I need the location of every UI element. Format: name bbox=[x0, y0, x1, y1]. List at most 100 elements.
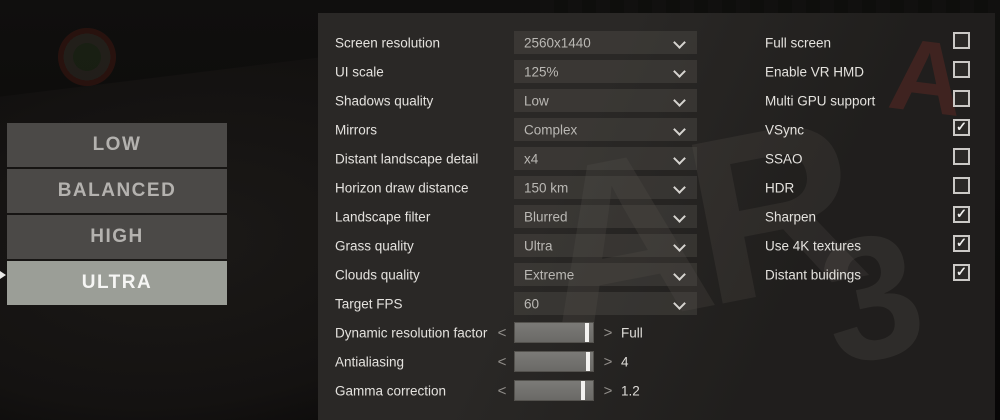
row-distant-buidings: Distant buidings ✓ bbox=[318, 260, 995, 289]
dropdown-value: 60 bbox=[524, 296, 540, 311]
dropdown-value: Low bbox=[524, 93, 549, 108]
full-screen-checkbox[interactable] bbox=[953, 32, 970, 49]
landscape-filter-dropdown[interactable]: Blurred bbox=[514, 205, 697, 228]
preset-ultra-button[interactable]: ULTRA bbox=[7, 261, 227, 305]
slider-handle[interactable] bbox=[581, 381, 585, 400]
checkmark-icon: ✓ bbox=[956, 206, 967, 221]
setting-label: Full screen bbox=[765, 35, 832, 50]
dropdown-value: Ultra bbox=[524, 238, 553, 253]
slider-decrease-icon[interactable]: < bbox=[497, 324, 507, 341]
dropdown-value: 2560x1440 bbox=[524, 35, 591, 50]
setting-label: Gamma correction bbox=[335, 383, 447, 398]
setting-label: SSAO bbox=[765, 151, 803, 166]
preset-balanced-button[interactable]: BALANCED bbox=[7, 169, 227, 213]
grass-quality-dropdown[interactable]: Ultra bbox=[514, 234, 697, 257]
row-distant-landscape-detail: Distant landscape detail x4 bbox=[318, 144, 995, 173]
row-sharpen: Sharpen ✓ bbox=[318, 202, 995, 231]
hdr-checkbox[interactable] bbox=[953, 177, 970, 194]
row-enable-vr-hmd: Enable VR HMD bbox=[318, 57, 995, 86]
row-multi-gpu-support: Multi GPU support bbox=[318, 86, 995, 115]
slider-decrease-icon[interactable]: < bbox=[497, 382, 507, 399]
setting-label: Clouds quality bbox=[335, 267, 420, 282]
setting-label: Grass quality bbox=[335, 238, 414, 253]
mouse-cursor bbox=[0, 271, 6, 279]
settings-panel: AR 3 A Screen resolution 2560x1440 UI sc… bbox=[318, 13, 995, 420]
slider-value: Full bbox=[621, 325, 643, 340]
mirrors-dropdown[interactable]: Complex bbox=[514, 118, 697, 141]
setting-label: Target FPS bbox=[335, 296, 403, 311]
slider-increase-icon[interactable]: > bbox=[603, 324, 613, 341]
row-dynamic-resolution-factor: Dynamic resolution factor < > Full bbox=[318, 318, 995, 347]
row-target-fps: Target FPS 60 bbox=[318, 289, 995, 318]
enable-vr-hmd-checkbox[interactable] bbox=[953, 61, 970, 78]
dropdown-value: Blurred bbox=[524, 209, 568, 224]
setting-label: Dynamic resolution factor bbox=[335, 325, 488, 340]
ssao-checkbox[interactable] bbox=[953, 148, 970, 165]
preset-high-button[interactable]: HIGH bbox=[7, 215, 227, 259]
multi-gpu-support-checkbox[interactable] bbox=[953, 90, 970, 107]
slider-value: 1.2 bbox=[621, 383, 640, 398]
sharpen-checkbox[interactable]: ✓ bbox=[953, 206, 970, 223]
row-ui-scale: UI scale 125% bbox=[318, 57, 995, 86]
setting-label: Mirrors bbox=[335, 122, 377, 137]
gamma-correction-slider[interactable] bbox=[515, 381, 593, 400]
distant-buidings-checkbox[interactable]: ✓ bbox=[953, 264, 970, 281]
checkmark-icon: ✓ bbox=[956, 119, 967, 134]
preset-list: LOW BALANCED HIGH ULTRA bbox=[7, 123, 227, 307]
setting-label: Distant landscape detail bbox=[335, 151, 479, 166]
slider-decrease-icon[interactable]: < bbox=[497, 353, 507, 370]
dynamic-resolution-slider[interactable] bbox=[515, 323, 593, 342]
setting-label: UI scale bbox=[335, 64, 384, 79]
row-mirrors: Mirrors Complex bbox=[318, 115, 995, 144]
row-gamma-correction: Gamma correction < > 1.2 bbox=[318, 376, 995, 405]
vsync-checkbox[interactable]: ✓ bbox=[953, 119, 970, 136]
row-ssao: SSAO bbox=[318, 144, 995, 173]
dropdown-value: Extreme bbox=[524, 267, 575, 282]
slider-increase-icon[interactable]: > bbox=[603, 382, 613, 399]
dropdown-value: Complex bbox=[524, 122, 578, 137]
slider-increase-icon[interactable]: > bbox=[603, 353, 613, 370]
row-screen-resolution: Screen resolution 2560x1440 bbox=[318, 28, 995, 57]
slider-handle[interactable] bbox=[586, 352, 590, 371]
dropdown-value: 150 km bbox=[524, 180, 569, 195]
chevron-down-icon bbox=[674, 299, 685, 308]
setting-label: Sharpen bbox=[765, 209, 817, 224]
row-full-screen: Full screen bbox=[318, 28, 995, 57]
row-clouds-quality: Clouds quality Extreme bbox=[318, 260, 995, 289]
setting-label: Multi GPU support bbox=[765, 93, 876, 108]
row-antialiasing: Antialiasing < > 4 bbox=[318, 347, 995, 376]
checkmark-icon: ✓ bbox=[956, 264, 967, 279]
dropdown-value: 125% bbox=[524, 64, 559, 79]
aircraft-roundel bbox=[58, 28, 116, 86]
preset-low-button[interactable]: LOW bbox=[7, 123, 227, 167]
horizon-draw-distance-dropdown[interactable]: 150 km bbox=[514, 176, 697, 199]
row-vsync: VSync ✓ bbox=[318, 115, 995, 144]
setting-label: Screen resolution bbox=[335, 35, 441, 50]
distant-landscape-detail-dropdown[interactable]: x4 bbox=[514, 147, 697, 170]
slider-handle[interactable] bbox=[585, 323, 589, 342]
antialiasing-slider[interactable] bbox=[515, 352, 593, 371]
setting-label: Landscape filter bbox=[335, 209, 431, 224]
shadows-quality-dropdown[interactable]: Low bbox=[514, 89, 697, 112]
setting-label: Enable VR HMD bbox=[765, 64, 865, 79]
target-fps-dropdown[interactable]: 60 bbox=[514, 292, 697, 315]
setting-label: VSync bbox=[765, 122, 805, 137]
slider-value: 4 bbox=[621, 354, 629, 369]
checkmark-icon: ✓ bbox=[956, 235, 967, 250]
ui-scale-dropdown[interactable]: 125% bbox=[514, 60, 697, 83]
setting-label: Use 4K textures bbox=[765, 238, 862, 253]
clouds-quality-dropdown[interactable]: Extreme bbox=[514, 263, 697, 286]
setting-label: Antialiasing bbox=[335, 354, 405, 369]
row-grass-quality: Grass quality Ultra bbox=[318, 231, 995, 260]
setting-label: Horizon draw distance bbox=[335, 180, 469, 195]
screen-resolution-dropdown[interactable]: 2560x1440 bbox=[514, 31, 697, 54]
row-landscape-filter: Landscape filter Blurred bbox=[318, 202, 995, 231]
row-shadows-quality: Shadows quality Low bbox=[318, 86, 995, 115]
row-use-4k-textures: Use 4K textures ✓ bbox=[318, 231, 995, 260]
setting-label: HDR bbox=[765, 180, 795, 195]
setting-label: Distant buidings bbox=[765, 267, 862, 282]
row-hdr: HDR bbox=[318, 173, 995, 202]
use-4k-textures-checkbox[interactable]: ✓ bbox=[953, 235, 970, 252]
row-horizon-draw-distance: Horizon draw distance 150 km bbox=[318, 173, 995, 202]
